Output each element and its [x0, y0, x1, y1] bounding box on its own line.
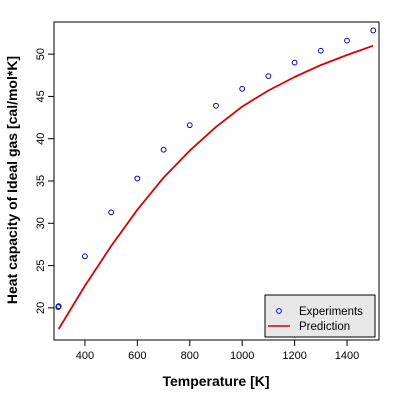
experiment-point — [291, 59, 298, 66]
experiment-point — [160, 146, 167, 153]
legend-experiments-label: Experiments — [299, 306, 363, 318]
y-axis-title: Heat capacity of Ideal gas [cal/mol*K] — [4, 56, 20, 304]
x-tick-label: 1400 — [335, 350, 359, 362]
experiment-point — [134, 175, 141, 182]
prediction-line — [57, 44, 374, 330]
y-tick-label: 35 — [35, 175, 47, 187]
x-tick-label: 400 — [76, 350, 94, 362]
y-tick-label: 45 — [35, 90, 47, 102]
experiment-point — [82, 253, 88, 260]
experiment-point — [239, 85, 246, 92]
experiment-point — [370, 27, 377, 34]
x-tick-label: 1000 — [230, 350, 254, 362]
x-tick-label: 800 — [181, 350, 199, 362]
plot-frame — [53, 21, 380, 341]
legend: Experiments Prediction — [264, 294, 376, 338]
y-tick-label: 50 — [35, 48, 47, 60]
experiment-point — [186, 122, 193, 129]
experiment-point — [265, 73, 272, 80]
y-tick-label: 20 — [35, 302, 47, 314]
y-axis: 20 25 30 35 40 45 50 — [35, 48, 54, 314]
experiment-point — [213, 102, 219, 109]
y-tick-label: 40 — [35, 133, 47, 145]
x-tick-label: 1200 — [282, 350, 306, 362]
x-tick-label: 600 — [128, 350, 146, 362]
y-tick-label: 25 — [35, 259, 47, 271]
x-axis: 400 600 800 1000 1200 1400 — [76, 340, 359, 362]
experiment-point — [317, 47, 324, 54]
legend-experiments-marker — [276, 308, 282, 314]
x-axis-title: Temperature [K] — [162, 373, 269, 389]
legend-box — [264, 294, 376, 338]
experiment-point — [344, 37, 350, 44]
legend-prediction-label: Prediction — [299, 321, 350, 333]
data-series — [55, 27, 377, 330]
experiment-point — [55, 303, 62, 310]
experiment-point — [108, 209, 115, 216]
y-tick-label: 30 — [35, 217, 47, 229]
